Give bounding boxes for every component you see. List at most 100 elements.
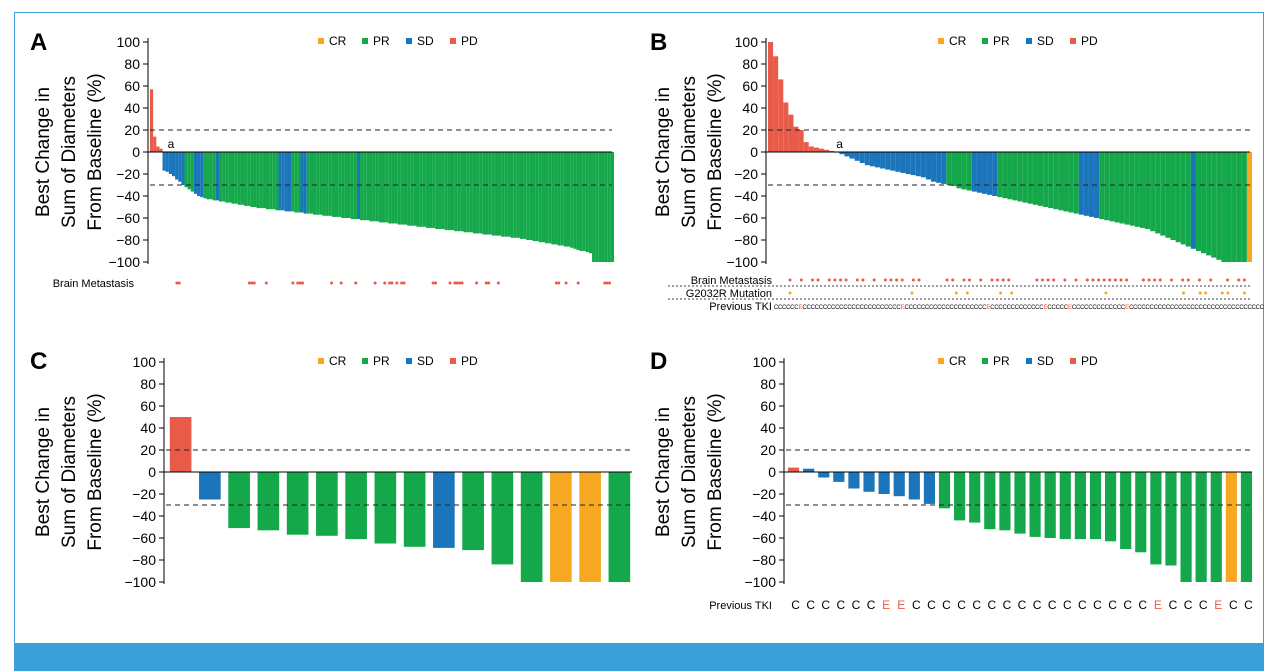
bar-pr (997, 152, 1003, 198)
y-axis-label: Sum of Diameters (679, 76, 700, 228)
y-axis-label: Best Change in (33, 87, 54, 217)
tki-letter: C (904, 305, 909, 311)
bar-pd (808, 146, 814, 152)
tki-letter: C (1256, 305, 1261, 311)
bar-pr (378, 152, 382, 223)
tki-letter: C (1105, 305, 1110, 311)
row-marker (1063, 278, 1067, 282)
row-marker (861, 278, 865, 282)
row-marker (883, 278, 887, 282)
tki-letter: C (1186, 305, 1191, 311)
bar-pr (313, 152, 317, 215)
bar-pr (1240, 472, 1253, 582)
bar-pr (1139, 152, 1146, 228)
y-axis-label: Best Change in (653, 407, 674, 537)
bar-sd (910, 152, 916, 176)
bar-pr (545, 152, 549, 244)
y-axis-label: Sum of Diameters (59, 396, 80, 548)
bar-cr (550, 472, 572, 582)
row-marker (455, 281, 459, 285)
y-tick-label: 0 (768, 464, 776, 480)
row-marker (838, 278, 842, 282)
bar-sd (900, 152, 906, 173)
bar-pr (601, 152, 605, 262)
legend-label: PD (1081, 354, 1098, 368)
tki-letter: C (847, 305, 852, 311)
tki-letter: C (1229, 598, 1238, 612)
bar-sd (197, 152, 201, 196)
bar-pr (520, 472, 543, 582)
bar-pr (286, 472, 309, 535)
bar-pd (818, 148, 825, 152)
bar-sd (874, 152, 881, 168)
tki-letter: C (892, 305, 897, 311)
legend-label: SD (1037, 354, 1054, 368)
y-tick-label: 100 (753, 354, 777, 370)
waterfall-chart-b: B Best Change in Sum of Diameters From Base… (650, 29, 1265, 313)
tki-letter: C (1011, 305, 1016, 311)
tki-letter: C (1182, 305, 1187, 311)
row-marker (1091, 278, 1095, 282)
tki-letter: C (1166, 305, 1171, 311)
row-marker (954, 291, 958, 295)
legend-label: SD (1037, 34, 1054, 48)
y-tick-label: 60 (124, 78, 140, 94)
bar-sd (880, 152, 886, 169)
bar-sd (931, 152, 937, 182)
bar-pr (419, 152, 423, 227)
bar-pr (1231, 152, 1237, 262)
row-marker (298, 281, 302, 285)
bar-pr (388, 152, 392, 224)
tki-letter: E (1214, 598, 1222, 612)
tki-letter: E (1125, 305, 1129, 311)
row-marker (889, 278, 893, 282)
y-tick-label: −20 (734, 166, 758, 182)
row-marker (1097, 278, 1101, 282)
tki-letter: C (839, 305, 844, 311)
row-label: Brain Metastasis (53, 278, 135, 290)
row-marker (484, 281, 488, 285)
bar-pr (573, 152, 577, 249)
panel-letter: B (650, 29, 667, 56)
bar-pr (319, 152, 323, 215)
y-axis-label: From Baseline (%) (85, 73, 106, 230)
bar-sd (981, 152, 988, 194)
y-tick-label: 60 (140, 398, 156, 414)
tki-letter: C (929, 305, 934, 311)
bar-pr (1124, 152, 1130, 225)
panel-letter: A (30, 29, 47, 56)
bar-pr (294, 152, 298, 213)
tki-letter: C (974, 305, 979, 311)
y-tick-label: 80 (760, 376, 776, 392)
bar-pr (1014, 472, 1026, 534)
tki-letter: C (806, 305, 811, 311)
legend-swatch-cr (318, 358, 324, 364)
bar-pr (1241, 152, 1247, 262)
y-tick-label: −40 (116, 188, 140, 204)
row-marker (1001, 278, 1005, 282)
bar-pr (375, 152, 379, 222)
row-marker (816, 278, 820, 282)
tki-letter: C (1121, 305, 1126, 311)
row-label: Previous TKI (709, 301, 772, 313)
tki-letter: C (1170, 305, 1175, 311)
legend-swatch-pr (982, 38, 988, 44)
bar-pr (410, 152, 414, 226)
bar-pr (325, 152, 329, 216)
row-marker (395, 281, 399, 285)
tki-letter: C (1198, 305, 1203, 311)
y-tick-label: −80 (734, 232, 758, 248)
legend-swatch-pr (362, 358, 368, 364)
bar-sd (859, 152, 865, 163)
bar-pr (435, 152, 439, 229)
bar-sd (885, 152, 891, 170)
y-tick-label: −60 (116, 210, 140, 226)
tki-letter: C (1072, 305, 1077, 311)
bar-pr (1195, 152, 1202, 251)
legend-label: PR (993, 34, 1010, 48)
bar-pr (1180, 472, 1192, 582)
row-marker (431, 281, 435, 285)
bar-pd (829, 150, 835, 152)
row-marker (339, 281, 343, 285)
tki-letter: C (880, 305, 885, 311)
